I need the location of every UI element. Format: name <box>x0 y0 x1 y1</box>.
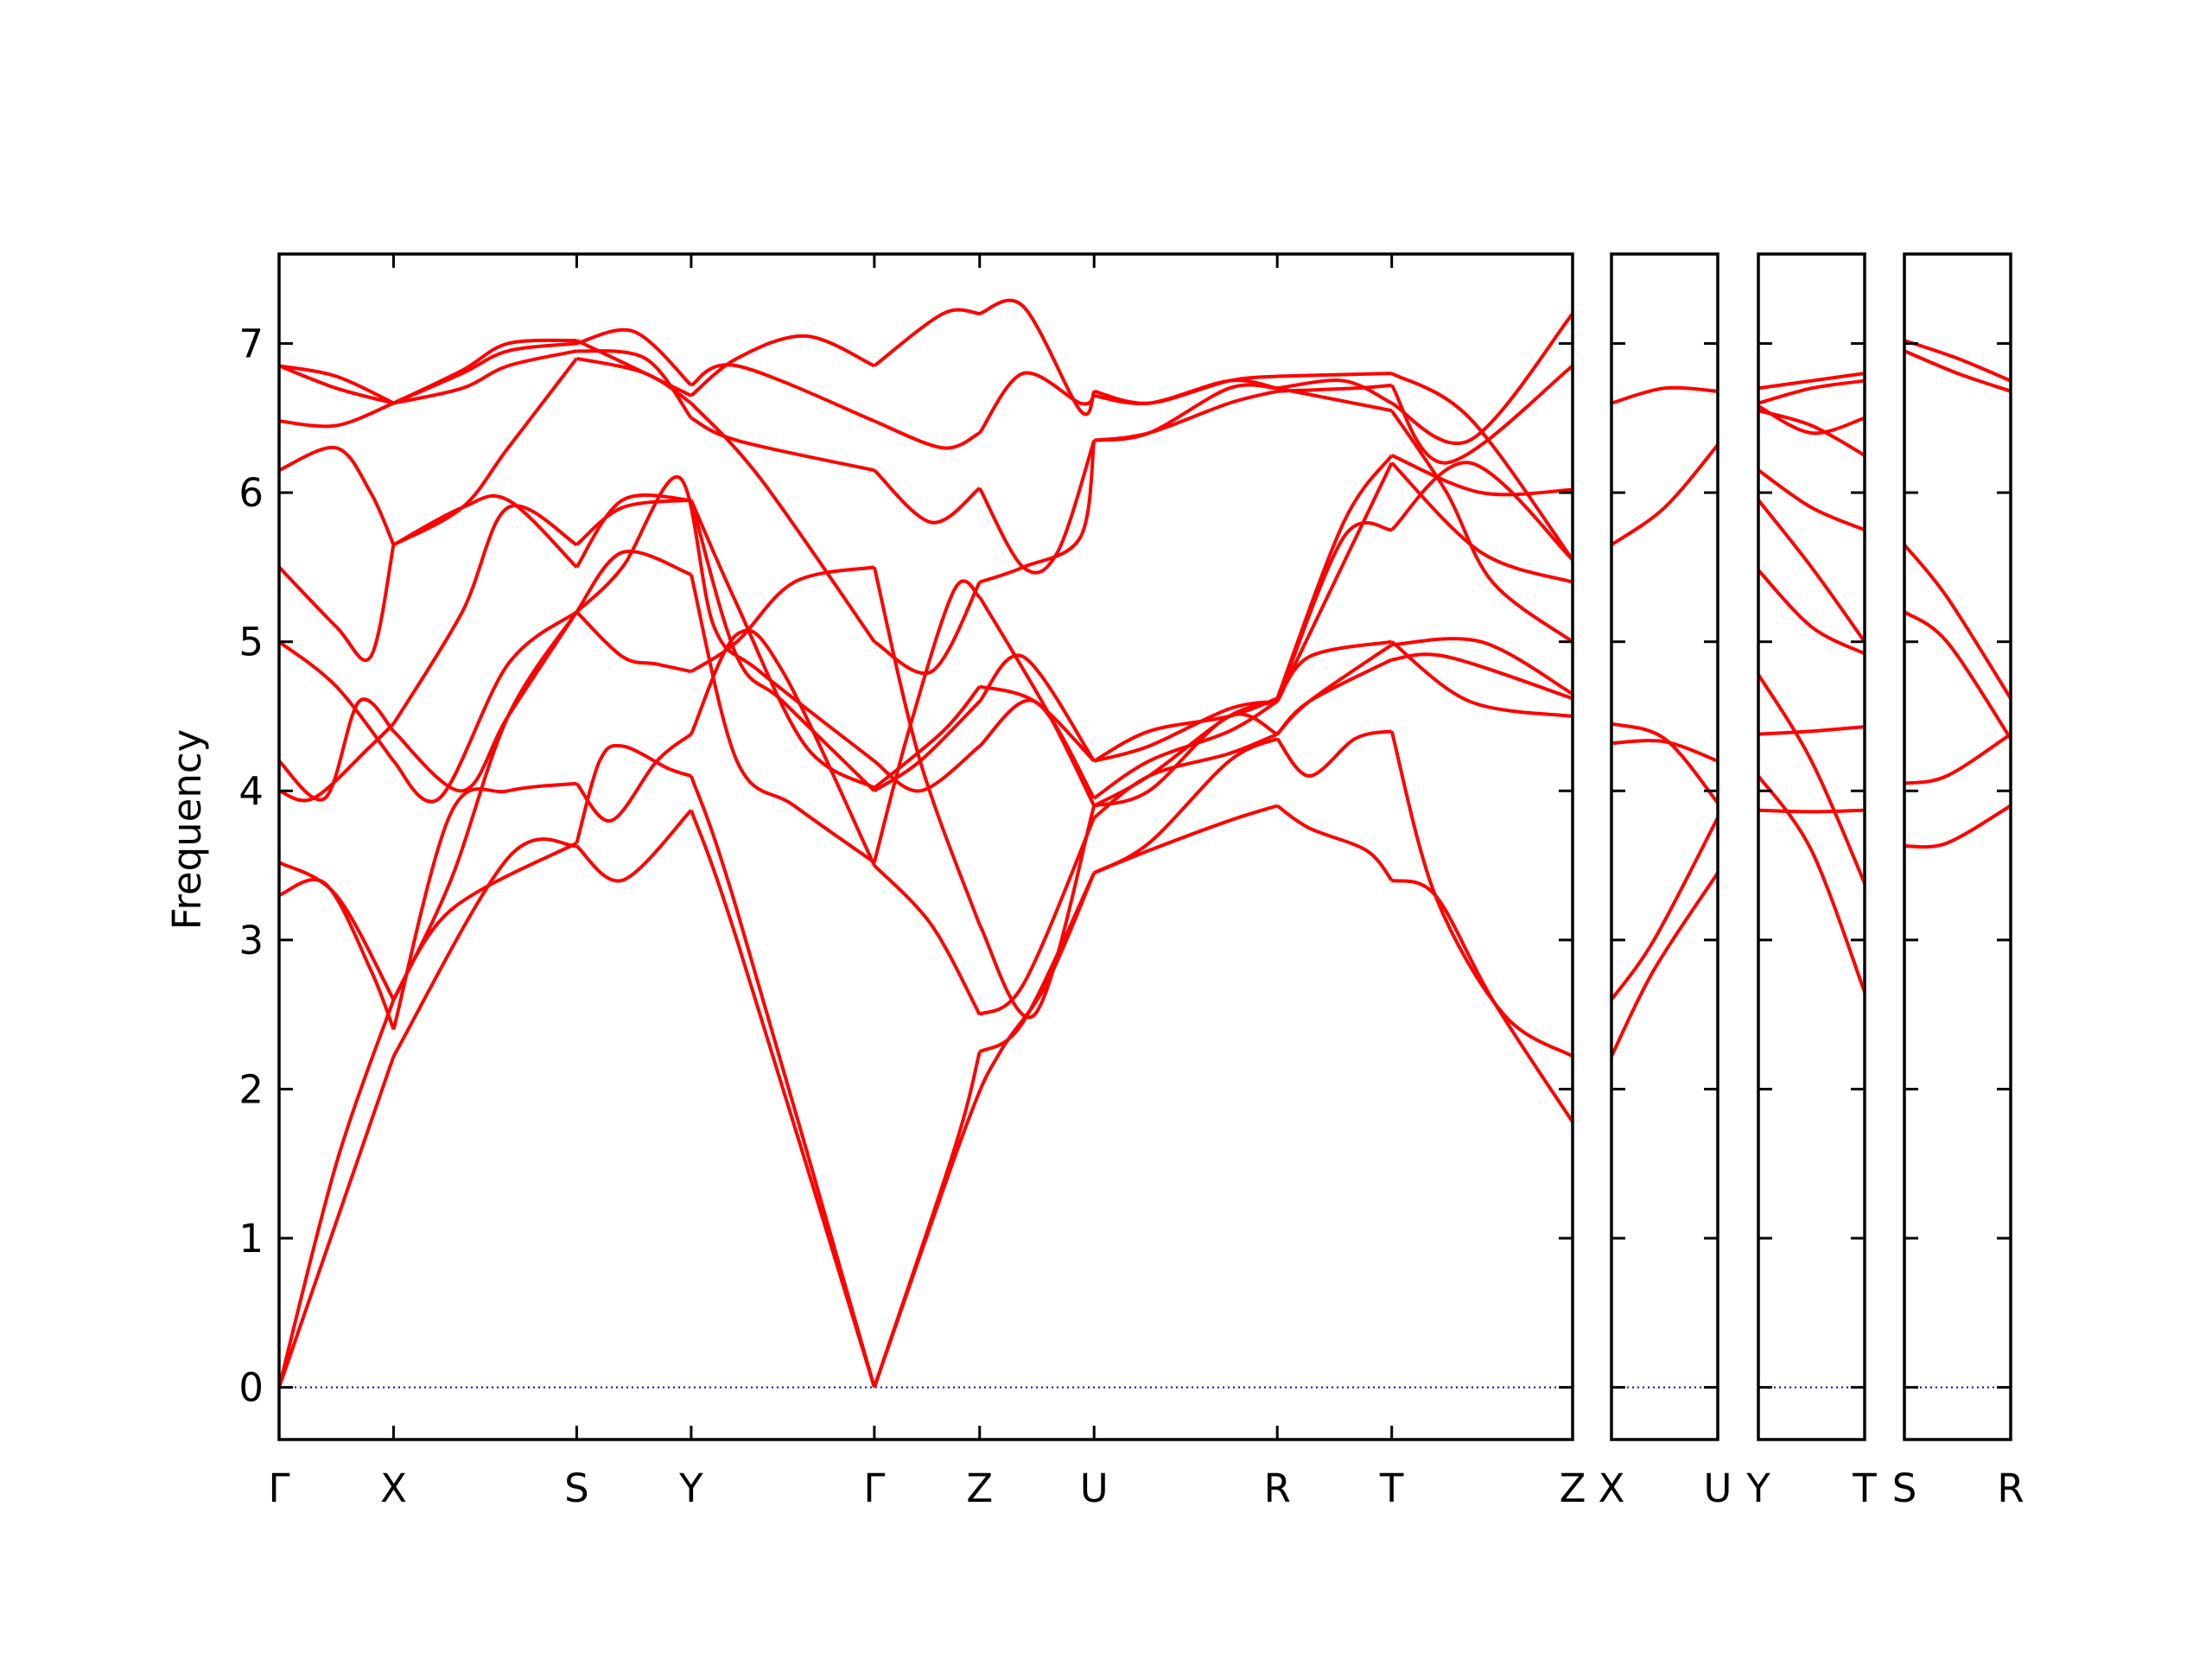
band-9 <box>1758 404 1865 435</box>
x-tick-label: S <box>564 1465 589 1511</box>
band-3 <box>1758 808 1865 814</box>
x-tick-label: U <box>1704 1465 1732 1511</box>
x-tick-label: X <box>380 1465 407 1511</box>
band-2 <box>1904 733 2011 785</box>
x-tick-label: U <box>1080 1465 1109 1511</box>
band-7 <box>279 461 1573 804</box>
y-tick-label: 5 <box>238 620 264 665</box>
panel-frame <box>277 252 1574 1441</box>
band-10 <box>1758 378 1865 405</box>
band-9 <box>279 356 1573 676</box>
y-tick-label: 0 <box>238 1365 264 1411</box>
y-tick-label: 6 <box>238 470 264 516</box>
panel-frame <box>1903 252 2012 1441</box>
band-3 <box>1904 610 2011 740</box>
y-tick-label: 4 <box>238 768 264 814</box>
band-8 <box>279 454 1573 790</box>
y-tick-label: 1 <box>238 1216 264 1262</box>
band-4 <box>1904 543 2011 700</box>
band-11 <box>279 327 1573 644</box>
x-tick-label: Γ <box>268 1465 289 1511</box>
band-6 <box>1611 385 1718 405</box>
band-10 <box>279 312 1573 575</box>
y-tick-label: 3 <box>238 918 264 963</box>
panel-1: 0 1 2 3 4 5 6 7 Γ X S Y Γ Z U R T Z <box>238 252 1586 1511</box>
band-5 <box>1904 349 2011 393</box>
x-tick-label: T <box>1379 1465 1404 1511</box>
x-tick-label: Z <box>1560 1465 1586 1511</box>
x-tick-label: Y <box>1745 1465 1770 1511</box>
band-12 <box>279 298 1573 561</box>
band-6 <box>1758 499 1865 643</box>
x-tick-label: X <box>1599 1465 1625 1511</box>
y-tick-label: 2 <box>238 1066 264 1112</box>
x-tick-label: R <box>1264 1465 1291 1511</box>
band-2 <box>1758 673 1865 885</box>
band-2 <box>279 729 1573 1389</box>
band-2 <box>1611 817 1718 1001</box>
bands <box>1904 339 2011 849</box>
x-tick-label: T <box>1852 1465 1877 1511</box>
bands <box>1758 372 1865 993</box>
panel-frame <box>1757 252 1866 1441</box>
band-1 <box>1904 804 2011 849</box>
y-tick-label: 7 <box>238 321 264 367</box>
band-5 <box>279 498 1573 803</box>
bands <box>279 298 1573 1389</box>
band-1 <box>1611 872 1718 1058</box>
band-7 <box>1758 468 1865 532</box>
y-axis-label: Frequency <box>164 729 210 930</box>
x-tick-label: S <box>1892 1465 1917 1511</box>
band-1 <box>279 804 1573 1389</box>
band-3 <box>1611 739 1718 763</box>
band-6 <box>279 461 1573 864</box>
x-tick-label: Y <box>678 1465 703 1511</box>
bands <box>1611 385 1718 1058</box>
band-4 <box>279 565 1573 1020</box>
x-tick-label: Z <box>966 1465 993 1511</box>
panel-frame <box>1610 252 1719 1441</box>
x-tick-label: Γ <box>863 1465 885 1511</box>
band-11 <box>1758 372 1865 391</box>
band-1 <box>1758 774 1865 993</box>
band-3 <box>279 628 1573 1031</box>
x-tick-label: R <box>1997 1465 2024 1511</box>
band-5 <box>1758 569 1865 656</box>
band-4 <box>1611 721 1718 804</box>
band-4 <box>1758 725 1865 736</box>
band-5 <box>1611 443 1718 547</box>
